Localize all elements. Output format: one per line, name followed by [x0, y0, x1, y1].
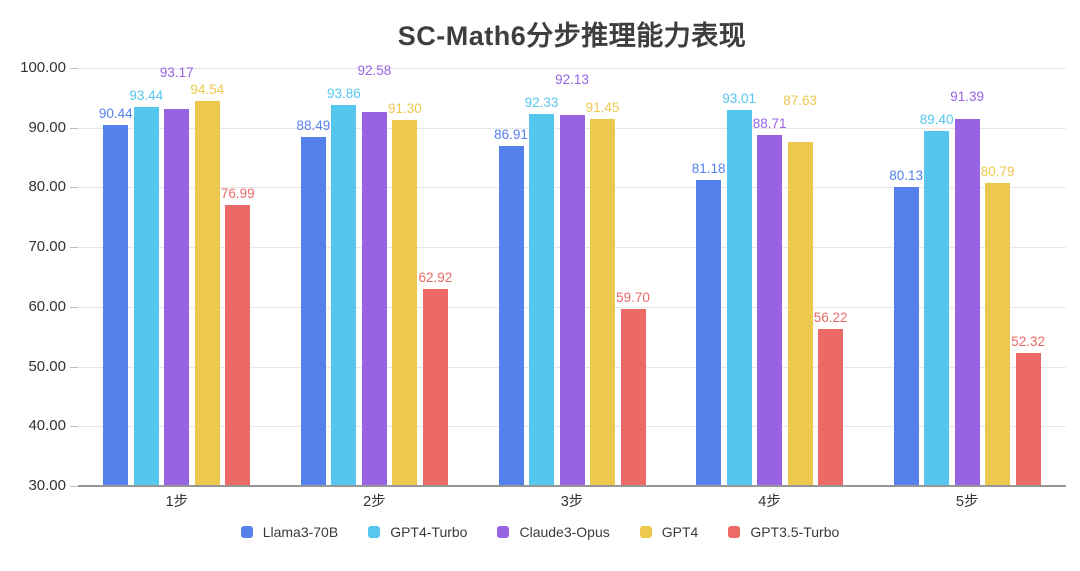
y-tick-mark — [70, 307, 78, 308]
value-label: 59.70 — [616, 289, 650, 305]
value-label: 91.45 — [585, 100, 620, 116]
value-label: 62.92 — [418, 270, 453, 286]
y-tick-mark — [70, 367, 78, 368]
bar-GPT4-Turbo-4步 — [726, 109, 752, 486]
value-label: 93.01 — [722, 90, 756, 106]
chart-title: SC-Math6分步推理能力表现 — [397, 21, 747, 51]
y-axis-tick-label: 80.00 — [28, 178, 66, 195]
value-label: 80.13 — [889, 167, 924, 183]
legend-swatch-icon — [497, 526, 510, 538]
y-tick-mark — [70, 247, 78, 248]
value-label: 90.44 — [98, 106, 133, 122]
value-label: 52.32 — [1011, 333, 1046, 349]
value-label: 87.63 — [783, 93, 817, 109]
legend-label: Claude3-Opus — [519, 524, 610, 540]
value-label: 86.91 — [494, 127, 528, 143]
legend-label: GPT4 — [661, 524, 699, 540]
value-label: 76.99 — [220, 186, 255, 202]
value-label: 92.58 — [357, 62, 392, 78]
value-label: 92.33 — [524, 94, 559, 110]
legend-label: Llama3-70B — [262, 524, 339, 540]
bar-GPT3.5-Turbo-2步 — [422, 289, 448, 486]
legend-swatch-icon — [728, 526, 741, 538]
bar-GPT3.5-Turbo-5步 — [1015, 352, 1041, 486]
value-label: 93.86 — [326, 85, 361, 101]
value-label: 94.54 — [190, 81, 225, 97]
y-tick-mark — [70, 187, 78, 188]
bar-GPT4-5步 — [985, 182, 1011, 486]
y-tick-mark — [70, 68, 78, 69]
legend-label: GPT3.5-Turbo — [750, 524, 840, 540]
y-tick-mark — [70, 426, 78, 427]
value-label: 89.40 — [919, 112, 954, 128]
legend-label: GPT4-Turbo — [390, 524, 468, 540]
bar-GPT3.5-Turbo-4步 — [818, 329, 844, 486]
bar-Llama3-70B-4步 — [696, 180, 722, 486]
bar-GPT4-Turbo-5步 — [924, 131, 950, 486]
legend-swatch-icon — [368, 526, 381, 538]
bar-Llama3-70B-5步 — [893, 186, 919, 486]
bar-Llama3-70B-2步 — [300, 136, 326, 486]
y-axis-tick-label: 100.00 — [20, 59, 66, 76]
bar-GPT4-Turbo-2步 — [331, 104, 357, 486]
value-label: 80.79 — [980, 163, 1015, 179]
y-axis-tick-label: 50.00 — [28, 358, 66, 375]
legend-swatch-icon — [639, 526, 652, 538]
value-label: 93.44 — [129, 88, 164, 104]
bar-GPT4-Turbo-3步 — [529, 113, 554, 486]
y-axis-tick-label: 60.00 — [28, 298, 66, 315]
bar-Claude3-Opus-2步 — [361, 112, 387, 486]
value-label: 88.49 — [296, 117, 331, 133]
bar-GPT3.5-Turbo-3步 — [620, 308, 646, 486]
y-axis-tick-label: 90.00 — [28, 119, 66, 136]
y-axis-tick-label: 30.00 — [28, 477, 66, 494]
value-label: 93.17 — [159, 65, 194, 81]
bar-GPT3.5-Turbo-1步 — [225, 205, 251, 486]
legend-item-Claude3-Opus[interactable]: Claude3-Opus — [497, 524, 610, 540]
bar-Claude3-Opus-4步 — [757, 135, 783, 486]
gridline — [78, 68, 1066, 69]
y-tick-mark — [70, 486, 78, 487]
bar-GPT4-1步 — [194, 100, 220, 486]
x-axis-tick-label: 5步 — [955, 494, 979, 510]
value-label: 91.30 — [387, 100, 422, 116]
bar-Llama3-70B-3步 — [498, 146, 524, 486]
x-axis-tick-label: 1步 — [165, 494, 189, 510]
bar-GPT4-2步 — [392, 119, 418, 486]
plot-area: 90.44 93.44 93.17 94.54 76.99 88.49 93.86 92.58… — [78, 63, 1066, 487]
bar-Claude3-Opus-5步 — [954, 119, 980, 486]
x-axis-tick-label: 2步 — [363, 494, 386, 510]
legend-item-GPT3.5-Turbo[interactable]: GPT3.5-Turbo — [728, 524, 839, 540]
y-axis-tick-label: 40.00 — [28, 417, 66, 434]
legend: Llama3-70B GPT4-Turbo Claude3-Opus GPT4 GPT3… — [0, 524, 1080, 540]
value-label: 56.22 — [813, 310, 848, 326]
x-axis-line — [78, 485, 1066, 487]
value-label: 91.39 — [950, 89, 985, 105]
bar-Claude3-Opus-3步 — [559, 115, 585, 486]
y-axis-tick-label: 70.00 — [28, 238, 66, 255]
bar-Claude3-Opus-1步 — [164, 108, 190, 486]
value-label: 92.13 — [555, 71, 589, 87]
legend-item-GPT4-Turbo[interactable]: GPT4-Turbo — [368, 524, 467, 540]
y-tick-mark — [70, 128, 78, 129]
bar-GPT4-3步 — [590, 119, 615, 486]
bar-Llama3-70B-1步 — [103, 125, 129, 486]
value-label: 88.71 — [752, 116, 787, 132]
legend-item-GPT4[interactable]: GPT4 — [639, 524, 699, 540]
bar-GPT4-Turbo-1步 — [133, 107, 159, 486]
legend-item-Llama3-70B[interactable]: Llama3-70B — [240, 524, 339, 540]
value-label: 81.18 — [691, 161, 726, 177]
x-axis-tick-label: 3步 — [560, 494, 584, 510]
bar-GPT4-4步 — [787, 141, 813, 486]
legend-swatch-icon — [240, 526, 253, 538]
x-axis-tick-label: 4步 — [758, 494, 781, 510]
